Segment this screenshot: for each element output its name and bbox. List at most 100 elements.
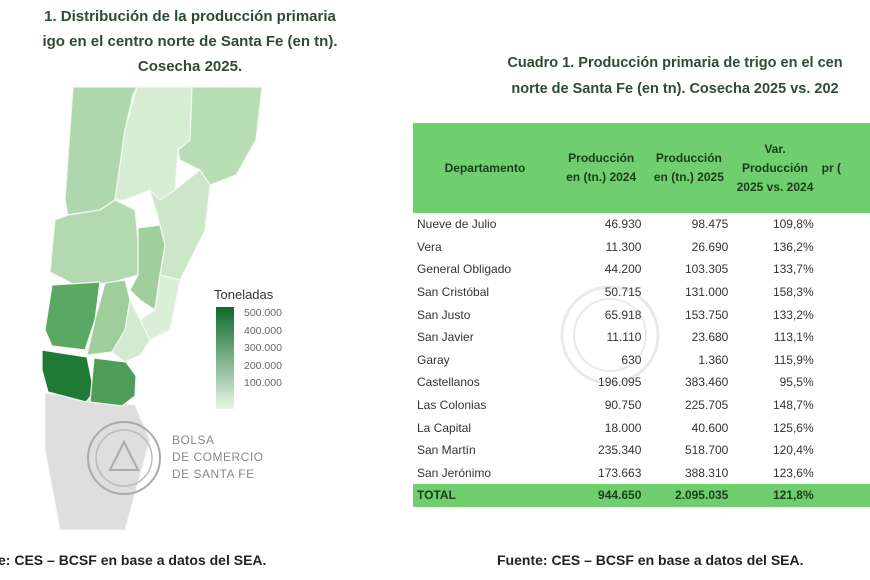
table-row: Las Colonias 90.750 225.705 148,7% — [413, 394, 870, 417]
legend-tick: 300.000 — [244, 342, 282, 354]
cell-cut — [818, 439, 870, 462]
cell-prod-2024: 50.715 — [604, 285, 642, 300]
legend-title: Toneladas — [214, 287, 274, 302]
legend-tick: 100.000 — [244, 377, 282, 389]
cell-prod-2025: 2.095.035 — [645, 484, 733, 507]
region-san-martin — [41, 349, 95, 403]
cell-departamento: San Justo — [417, 307, 471, 322]
table-row: San Martín 235.340 518.700 120,4% — [413, 439, 870, 462]
bolsa-seal-logo — [87, 421, 161, 495]
cell-prod-2025: 1.360 — [698, 352, 729, 367]
cell-departamento: General Obligado — [417, 262, 512, 277]
map-title-line: 1. Distribución de la producción primari… — [44, 8, 336, 25]
cell-var: 125,6% — [772, 420, 814, 435]
cell-prod-2024: 18.000 — [604, 420, 642, 435]
region-san-cristobal — [49, 199, 139, 286]
header-prod-2025: Producción en (tn.) 2025 — [645, 123, 733, 213]
header-cut-column: pr ( — [817, 123, 870, 213]
region-south-gray — [44, 392, 151, 531]
table-title-line: Cuadro 1. Producción primaria de trigo e… — [507, 55, 843, 71]
cell-cut — [817, 484, 870, 507]
cell-var: 120,4% — [772, 443, 814, 458]
cell-departamento: Nueve de Julio — [417, 217, 497, 232]
cell-prod-2024: 11.110 — [606, 330, 642, 345]
table-row: Garay 630 1.360 115,9% — [413, 349, 870, 372]
header-prod-2024: Producción en (tn.) 2024 — [556, 123, 646, 213]
watermark-seal — [560, 285, 660, 385]
cell-prod-2024: 44.200 — [604, 262, 642, 277]
total-row: TOTAL 944.650 2.095.035 121,8% — [413, 484, 870, 507]
logo-text-line: DE COMERCIO — [172, 450, 264, 464]
table-title: Cuadro 1. Producción primaria de trigo e… — [440, 50, 870, 102]
table-row: San Javier 11.110 23.680 113,1% — [413, 326, 870, 349]
map-source: e: CES – BCSF en base a datos del SEA. — [0, 552, 267, 568]
cell-prod-2025: 153.750 — [684, 307, 729, 322]
table-source: Fuente: CES – BCSF en base a datos del S… — [497, 552, 804, 568]
cell-prod-2025: 131.000 — [684, 285, 729, 300]
cell-prod-2025: 518.700 — [684, 443, 729, 458]
header-var: Var. Producción 2025 vs. 2024 — [732, 123, 818, 213]
cell-prod-2024: 630 — [621, 352, 642, 367]
table-row: La Capital 18.000 40.600 125,6% — [413, 416, 870, 439]
logo-text-line: BOLSA — [172, 433, 215, 447]
cell-departamento: San Martín — [417, 443, 476, 458]
map-title: 1. Distribución de la producción primari… — [0, 4, 390, 79]
table-row: Vera 11.300 26.690 136,2% — [413, 236, 870, 259]
cell-prod-2025: 225.705 — [684, 398, 729, 413]
cell-prod-2024: 944.650 — [556, 484, 646, 507]
cell-prod-2024: 11.300 — [605, 239, 642, 254]
cell-cut — [818, 416, 870, 439]
map-title-line: igo en el centro norte de Santa Fe (en t… — [42, 33, 338, 50]
map-title-line: Cosecha 2025. — [137, 58, 243, 75]
cell-var: 115,9% — [773, 352, 814, 367]
cell-departamento: La Capital — [417, 420, 472, 435]
table-row: San Cristóbal 50.715 131.000 158,3% — [413, 281, 870, 304]
map-legend: Toneladas 500.000 400.000 300.000 200.00… — [214, 287, 282, 409]
cell-departamento: Vera — [417, 239, 442, 254]
cell-departamento: TOTAL — [413, 484, 557, 507]
cell-prod-2024: 65.918 — [604, 307, 642, 322]
cell-prod-2024: 46.930 — [604, 217, 642, 232]
cell-departamento: San Cristóbal — [417, 285, 490, 300]
legend-tick: 500.000 — [244, 307, 282, 319]
cell-departamento: San Javier — [417, 330, 474, 345]
cell-prod-2025: 388.310 — [684, 465, 729, 480]
cell-var: 148,7% — [772, 398, 814, 413]
cell-departamento: Garay — [417, 352, 450, 367]
cell-cut — [818, 394, 870, 417]
table-row: San Justo 65.918 153.750 133,2% — [413, 303, 870, 326]
cell-prod-2025: 103.305 — [684, 262, 729, 277]
choropleth-map — [41, 86, 263, 531]
cell-cut — [818, 213, 870, 236]
table-row: Nueve de Julio 46.930 98.475 109,8% — [413, 213, 870, 236]
cell-var: 136,2% — [772, 239, 814, 254]
cell-var: 133,7% — [772, 262, 814, 277]
cell-prod-2024: 90.750 — [604, 398, 642, 413]
region-san-jeronimo — [89, 357, 137, 407]
logo-text-line: DE SANTA FE — [172, 467, 255, 481]
table-row: Castellanos 196.095 383.460 95,5% — [413, 371, 870, 394]
legend-tick: 400.000 — [244, 324, 282, 337]
cell-cut — [818, 303, 870, 326]
cell-cut — [818, 281, 870, 304]
logo-text: BOLSA DE COMERCIO DE SANTA FE — [172, 432, 264, 483]
cell-var: 133,2% — [772, 307, 814, 322]
cell-cut — [818, 371, 870, 394]
cell-cut — [818, 462, 870, 485]
cell-var: 113,1% — [773, 330, 814, 345]
cell-cut — [818, 326, 870, 349]
cell-prod-2024: 235.340 — [598, 443, 642, 458]
cell-var: 123,6% — [772, 465, 814, 480]
cell-prod-2025: 98.475 — [691, 217, 729, 232]
region-la-capital — [111, 298, 151, 363]
cell-var: 121,8% — [732, 484, 818, 507]
legend-color-ramp — [216, 307, 234, 409]
cell-cut — [818, 236, 870, 259]
cell-prod-2025: 26.690 — [691, 239, 729, 254]
table-title-line: norte de Santa Fe (en tn). Cosecha 2025 … — [511, 81, 839, 97]
cell-var: 95,5% — [779, 375, 814, 390]
table-row: San Jerónimo 173.663 388.310 123,6% — [413, 462, 870, 485]
cell-departamento: Las Colonias — [417, 398, 487, 413]
cell-prod-2024: 196.095 — [598, 375, 642, 390]
cell-var: 109,8% — [772, 217, 814, 232]
